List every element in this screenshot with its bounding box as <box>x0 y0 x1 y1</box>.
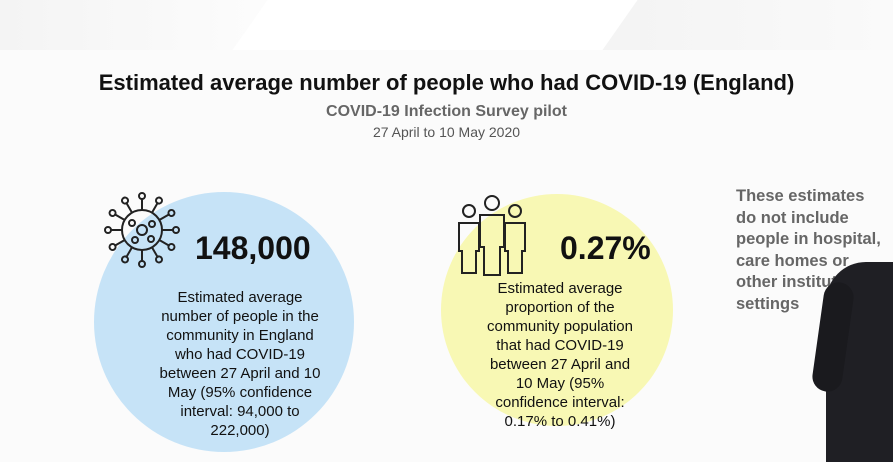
people-count-description: Estimated average number of people in th… <box>159 289 321 439</box>
slide-dates: 27 April to 10 May 2020 <box>372 124 521 140</box>
slide-subtitle: COVID-19 Infection Survey pilot <box>326 103 567 120</box>
people-count-circle <box>94 192 354 452</box>
people-group-icon <box>458 195 526 276</box>
population-proportion-value: 0.27% <box>560 230 651 266</box>
slide-header-banner <box>0 0 893 50</box>
slide-title: Estimated average number of people who h… <box>98 70 795 95</box>
population-proportion-description: Estimated average proportion of the comm… <box>487 280 633 430</box>
presenter-silhouette <box>810 262 893 462</box>
people-count-value: 148,000 <box>195 230 311 266</box>
virus-icon <box>104 192 180 268</box>
exclusion-note: These estimates do not include people in… <box>736 187 881 313</box>
